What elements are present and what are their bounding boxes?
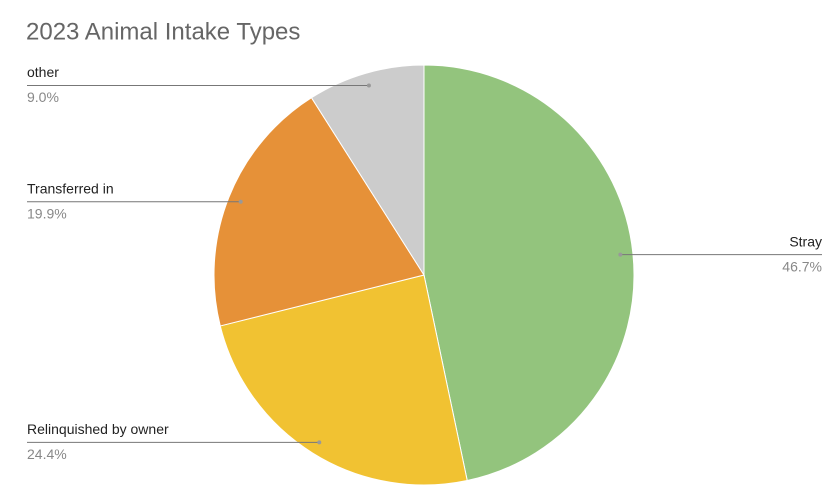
leader-dot bbox=[317, 440, 322, 445]
slice-label: Relinquished by owner bbox=[27, 421, 169, 437]
pie-slice bbox=[213, 97, 425, 327]
leader-dot bbox=[366, 83, 371, 88]
slice-percent: 24.4% bbox=[27, 446, 67, 462]
leader-dot bbox=[238, 199, 243, 204]
slice-percent: 9.0% bbox=[27, 89, 59, 105]
leader-dot bbox=[618, 252, 623, 257]
slice-label: Transferred in bbox=[27, 180, 114, 196]
pie-slice bbox=[423, 64, 635, 482]
pie-slice bbox=[310, 64, 425, 277]
slice-percent: 19.9% bbox=[27, 205, 67, 221]
chart-title: 2023 Animal Intake Types bbox=[26, 18, 300, 45]
pie-slice bbox=[219, 274, 468, 486]
slice-percent: 46.7% bbox=[782, 258, 822, 274]
slice-label: other bbox=[27, 64, 59, 80]
slice-label: Stray bbox=[789, 233, 822, 249]
